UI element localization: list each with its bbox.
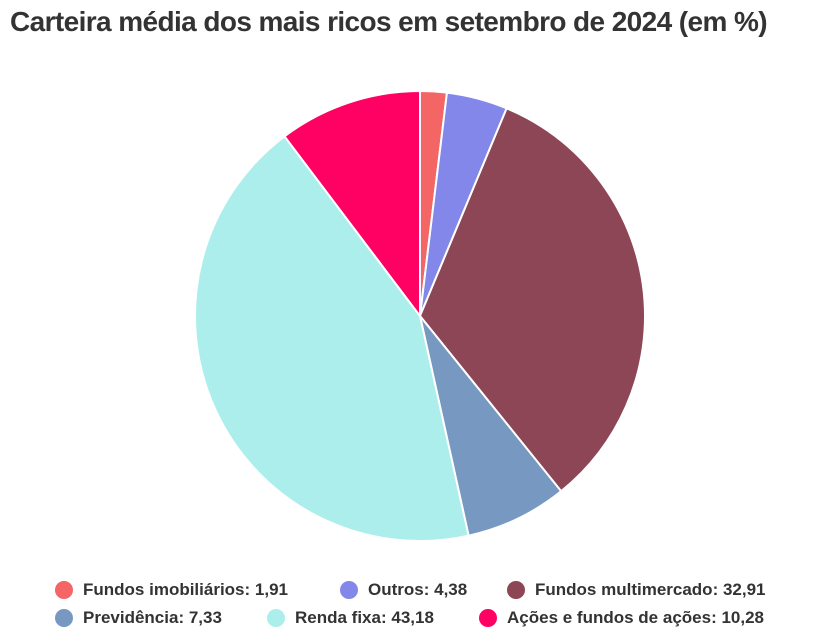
legend-value: 10,28	[721, 608, 765, 627]
legend-item-fundos-multimercado[interactable]: Fundos multimercado: 32,91	[507, 580, 766, 600]
legend-value: 4,38	[434, 580, 468, 599]
legend-label: Previdência	[83, 608, 179, 627]
pie-slice-previdencia[interactable]	[419, 315, 563, 537]
legend-item-renda-fixa[interactable]: Renda fixa: 43,18	[267, 608, 434, 628]
legend-dot	[55, 581, 73, 599]
legend-value: 1,91	[254, 580, 288, 599]
legend-dot	[55, 609, 73, 627]
legend-dot	[340, 581, 358, 599]
legend-value: 7,33	[188, 608, 222, 627]
legend-label: Fundos imobiliários	[83, 580, 245, 599]
legend-item-outros[interactable]: Outros: 4,38	[340, 580, 467, 600]
pie-slices	[194, 90, 646, 543]
pie-slice-fundos-multimercado[interactable]	[419, 107, 646, 493]
legend-label: Outros	[368, 580, 424, 599]
legend-item-fundos-imobiliarios[interactable]: Fundos imobiliários: 1,91	[55, 580, 288, 600]
legend-dot	[267, 609, 285, 627]
pie-slice-renda-fixa[interactable]	[194, 135, 470, 543]
legend-item-previdencia[interactable]: Previdência: 7,33	[55, 608, 222, 628]
legend-item-acoes-e-fundos-de-acoes[interactable]: Ações e fundos de ações: 10,28	[479, 608, 764, 628]
chart-title: Carteira média dos mais ricos em setembr…	[10, 6, 768, 37]
legend-value: 32,91	[722, 580, 766, 599]
legend-value: 43,18	[391, 608, 434, 627]
pie-slice-acoes-e-fundos-de-acoes[interactable]	[283, 90, 421, 317]
legend-label: Renda fixa	[295, 608, 381, 627]
legend-dot	[507, 581, 525, 599]
legend-label: Ações e fundos de ações	[507, 608, 712, 627]
legend-dot	[479, 609, 497, 627]
legend-label: Fundos multimercado	[535, 580, 713, 599]
